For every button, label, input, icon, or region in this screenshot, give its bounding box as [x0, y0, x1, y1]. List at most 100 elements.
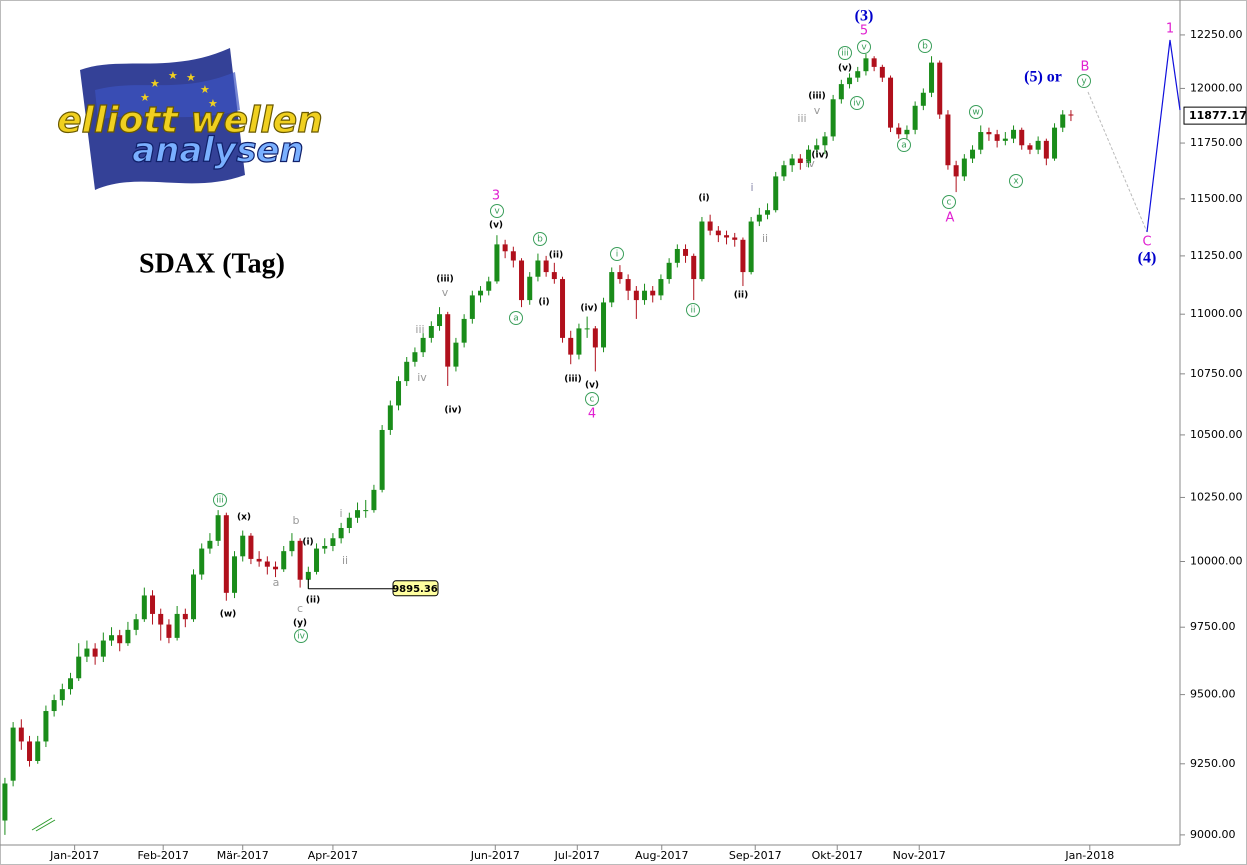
- candle-body: [379, 429, 385, 490]
- candle-body: [896, 127, 902, 135]
- candle-body: [871, 58, 877, 67]
- candle-body: [51, 700, 57, 712]
- candle-body: [27, 741, 33, 761]
- wave-label: iv: [417, 371, 427, 384]
- wave-label: v: [814, 104, 821, 117]
- y-tick-label: 9500.00: [1190, 688, 1236, 701]
- candle-body: [330, 538, 336, 546]
- wave-label: iii: [841, 49, 849, 59]
- candle-body: [920, 92, 926, 106]
- x-tick-label: Aug-2017: [635, 849, 688, 862]
- candle-body: [469, 295, 475, 319]
- candle-body: [68, 678, 74, 690]
- wave-label: a: [273, 576, 280, 589]
- candle-body: [445, 314, 451, 367]
- candle-body: [100, 640, 106, 657]
- candle-body: [519, 260, 525, 301]
- candle-body: [814, 145, 820, 150]
- logo-line2: analysen: [132, 131, 303, 171]
- wave-label: (x): [237, 513, 251, 523]
- candle-body: [748, 221, 754, 273]
- wave-circle: [509, 311, 523, 325]
- wave-label: iii: [216, 496, 224, 506]
- candle-body: [879, 66, 885, 78]
- x-tick-label: Sep-2017: [729, 849, 782, 862]
- candle-body: [986, 132, 992, 135]
- candle-body: [838, 84, 844, 100]
- candle-body: [781, 165, 787, 177]
- candle-body: [994, 134, 1000, 141]
- wave-label: (v): [585, 381, 599, 391]
- candle-body: [223, 515, 229, 593]
- wave-label: A: [946, 211, 955, 226]
- y-tick-label: 12000.00: [1190, 81, 1243, 94]
- y-tick-label: 10500.00: [1190, 428, 1243, 441]
- wave-label: iv: [805, 157, 815, 170]
- wave-label: b: [293, 514, 300, 527]
- x-tick-label: Nov-2017: [893, 849, 946, 862]
- wave-label: ii: [762, 232, 768, 245]
- candle-body: [166, 624, 172, 638]
- x-tick-label: Jul-2017: [554, 849, 600, 862]
- y-tick-label: 10250.00: [1190, 490, 1243, 503]
- candle-body: [428, 326, 434, 338]
- candle-body: [314, 548, 320, 572]
- candle-body: [576, 328, 582, 355]
- wave-label: (i): [538, 298, 549, 308]
- marked-low-label: 9895.36: [392, 584, 438, 595]
- candle-body: [904, 129, 910, 135]
- candle-body: [691, 255, 697, 280]
- candle-body: [256, 558, 262, 562]
- candle-body: [683, 248, 689, 256]
- wave-label: 4: [588, 407, 596, 422]
- y-tick-label: 9000.00: [1190, 828, 1236, 841]
- wave-circle: [294, 629, 308, 643]
- y-tick-label: 11000.00: [1190, 307, 1243, 320]
- x-tick-label: Mär-2017: [217, 849, 269, 862]
- wave-circle: [533, 232, 547, 246]
- candle-body: [43, 711, 49, 742]
- candle-body: [437, 314, 443, 327]
- wave-label: a: [513, 314, 519, 324]
- wave-circle: [897, 138, 911, 152]
- wave-circle: [942, 195, 956, 209]
- wave-label: iii: [797, 112, 806, 125]
- wave-label: (5) or: [1024, 69, 1062, 86]
- y-tick-label: 10750.00: [1190, 367, 1243, 380]
- y-tick-label: 9750.00: [1190, 620, 1236, 633]
- candle-body: [1043, 140, 1049, 159]
- candle-body: [322, 545, 328, 549]
- y-tick-label: 11750.00: [1190, 136, 1243, 149]
- wave-label: (iv): [444, 406, 461, 416]
- candle-body: [355, 510, 361, 518]
- candle-body: [141, 595, 147, 620]
- candle-body: [978, 132, 984, 150]
- candle-body: [281, 551, 287, 570]
- candle-body: [10, 727, 16, 781]
- candle-body: [371, 489, 377, 511]
- chart-title: SDAX (Tag): [139, 248, 285, 279]
- wave-label: (iii): [808, 92, 825, 102]
- svg-text:★: ★: [208, 97, 218, 110]
- x-tick-label: Jan-2018: [1064, 849, 1114, 862]
- candle-body: [584, 328, 590, 330]
- candle-body: [215, 515, 221, 541]
- wave-label: (iii): [564, 375, 581, 385]
- candle-body: [109, 635, 115, 641]
- candle-body: [117, 635, 123, 644]
- candle-body: [953, 165, 959, 177]
- candle-body: [970, 149, 976, 159]
- candle-body: [740, 239, 746, 273]
- svg-text:★: ★: [140, 91, 150, 104]
- wave-label: ii: [342, 554, 348, 567]
- wave-label: iv: [297, 632, 306, 642]
- candle-body: [625, 279, 631, 291]
- candle-body: [18, 727, 24, 742]
- candle-body: [502, 244, 508, 252]
- candle-body: [601, 302, 607, 348]
- wave-circle: [1009, 174, 1023, 188]
- wave-circle: [969, 105, 983, 119]
- y-tick-label: 9250.00: [1190, 757, 1236, 770]
- y-tick-label: 10000.00: [1190, 555, 1243, 568]
- candle-body: [158, 613, 164, 625]
